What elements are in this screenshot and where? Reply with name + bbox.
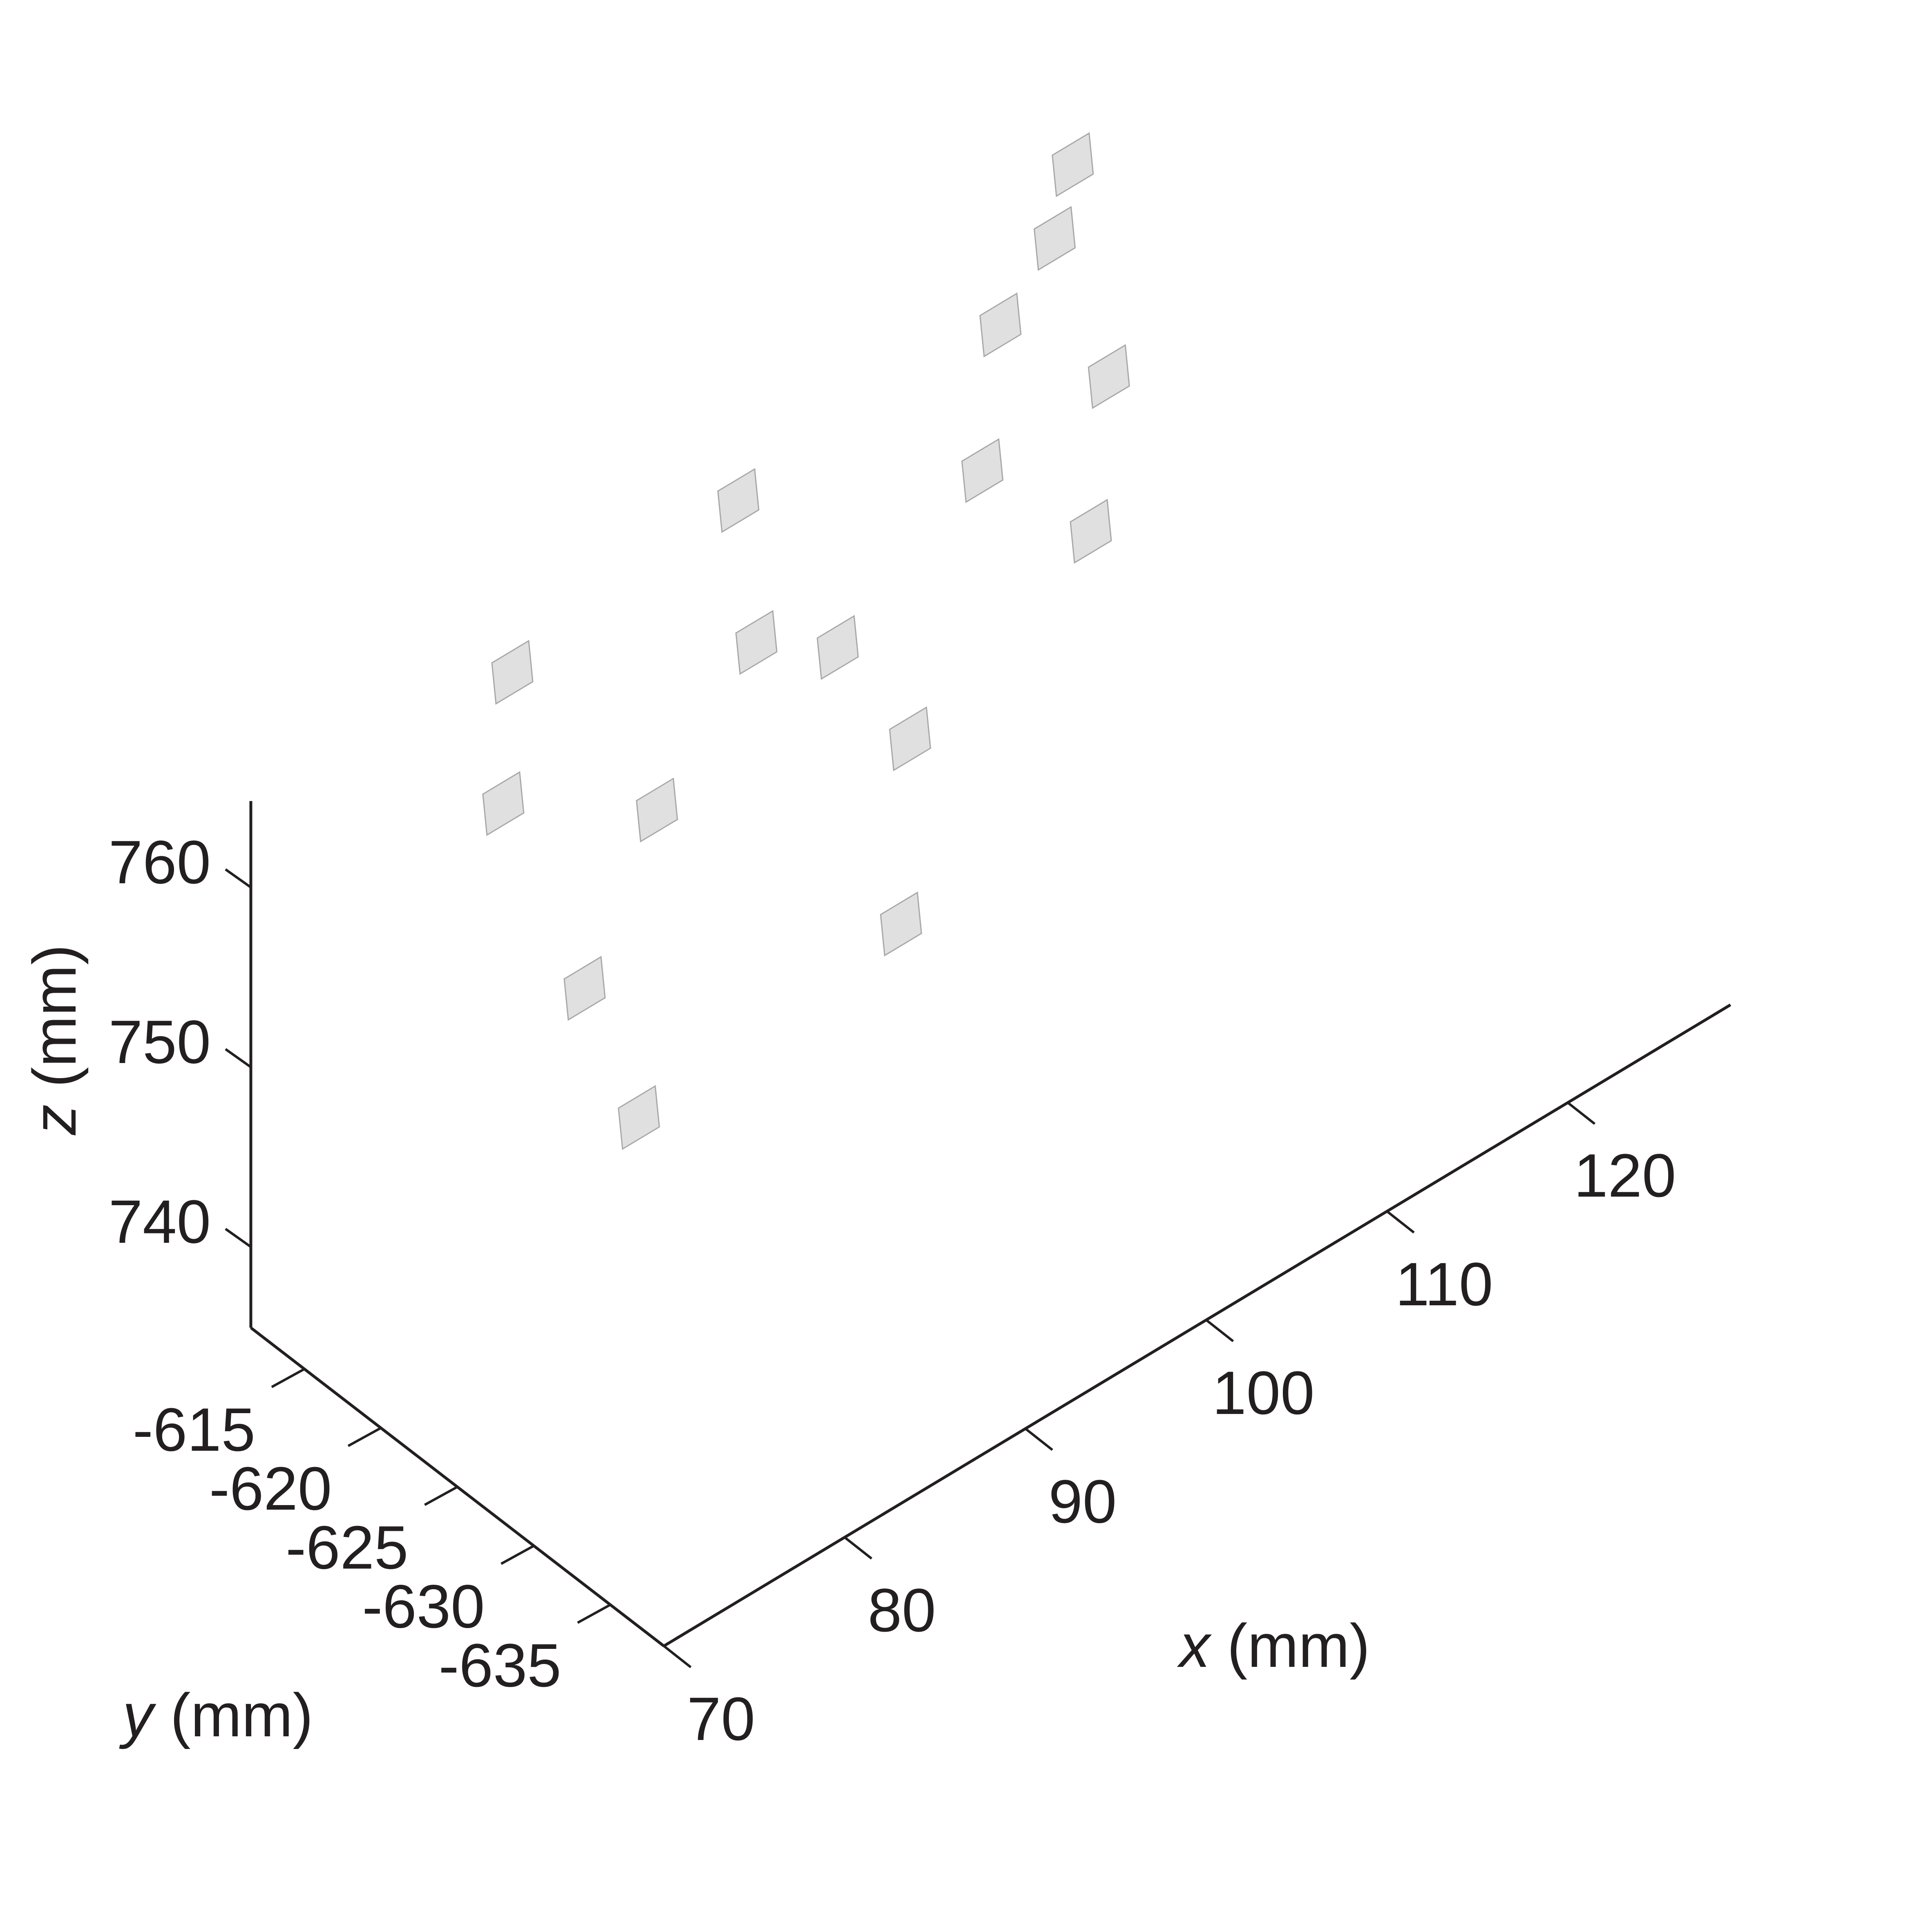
y-tick-mark xyxy=(271,1368,305,1388)
y-axis-title-unit: (mm) xyxy=(153,1681,313,1749)
z-axis-title-variable: z xyxy=(20,1104,89,1135)
y-axis-title-text: y (mm) xyxy=(119,1681,313,1749)
data-point-marker xyxy=(889,706,931,771)
axes-layer xyxy=(249,801,1731,1647)
y-tick-mark xyxy=(347,1427,382,1447)
x-tick-label: 100 xyxy=(1212,1358,1314,1427)
x-axis-title-unit: (mm) xyxy=(1210,1611,1370,1680)
x-tick-mark xyxy=(1025,1427,1053,1451)
z-tick-mark xyxy=(225,1048,252,1068)
data-point-marker xyxy=(816,615,859,680)
ticks-layer xyxy=(225,868,1596,1668)
y-axis-title-variable: y xyxy=(119,1681,156,1749)
y-tick-label: -620 xyxy=(209,1454,332,1523)
x-tick-label: 80 xyxy=(868,1576,936,1644)
data-point-marker xyxy=(880,891,922,957)
z-tick-mark xyxy=(225,1228,252,1248)
axis-titles-layer: x (mm)y (mm)z (mm) xyxy=(20,945,1370,1749)
points-layer xyxy=(482,132,1130,1150)
data-point-marker xyxy=(1033,206,1076,271)
x-axis-title-text: x (mm) xyxy=(1177,1611,1370,1680)
z-tick-label: 760 xyxy=(109,828,211,896)
data-point-marker xyxy=(1052,132,1094,197)
y-tick-label: -635 xyxy=(439,1631,561,1700)
data-point-marker xyxy=(1070,498,1112,564)
data-point-marker xyxy=(979,292,1022,357)
x-tick-mark xyxy=(1567,1101,1596,1125)
data-point-marker xyxy=(636,777,678,843)
x-tick-label: 70 xyxy=(687,1684,755,1753)
data-point-marker xyxy=(618,1085,660,1150)
x-axis-line xyxy=(663,1003,1731,1647)
z-tick-mark xyxy=(225,868,252,889)
y-axis-title: y (mm) xyxy=(119,1681,313,1749)
data-point-marker xyxy=(1088,344,1130,409)
x-tick-label: 120 xyxy=(1574,1141,1676,1210)
y-tick-mark xyxy=(577,1604,611,1624)
y-tick-mark xyxy=(500,1545,535,1565)
x-tick-mark xyxy=(1205,1319,1234,1342)
y-tick-label: -630 xyxy=(362,1572,485,1641)
x-tick-mark xyxy=(663,1645,692,1668)
z-axis-title-text: z (mm) xyxy=(20,945,89,1135)
data-point-marker xyxy=(563,956,606,1021)
z-axis-title: z (mm) xyxy=(20,945,89,1135)
data-point-marker xyxy=(491,640,534,705)
y-tick-mark xyxy=(424,1485,458,1506)
x-tick-label: 110 xyxy=(1395,1250,1493,1318)
data-point-marker xyxy=(735,610,777,675)
x-axis-title-variable: x xyxy=(1177,1611,1212,1680)
z-tick-label: 740 xyxy=(109,1187,211,1256)
x-tick-label: 90 xyxy=(1048,1467,1117,1536)
tick-labels-layer: 70 80 90 100 110 120 -615-620-625-630-635 740 75… xyxy=(109,828,1676,1753)
x-tick-mark xyxy=(1386,1210,1415,1234)
z-tick-label: 750 xyxy=(109,1007,211,1076)
data-point-marker xyxy=(482,771,525,836)
data-point-marker xyxy=(717,468,759,533)
data-point-marker xyxy=(961,438,1004,503)
y-tick-label: -615 xyxy=(133,1395,255,1464)
x-tick-mark xyxy=(844,1536,873,1560)
y-tick-label: -625 xyxy=(286,1513,408,1581)
x-axis-title: x (mm) xyxy=(1177,1611,1370,1680)
z-axis-title-unit: (mm) xyxy=(20,945,89,1104)
